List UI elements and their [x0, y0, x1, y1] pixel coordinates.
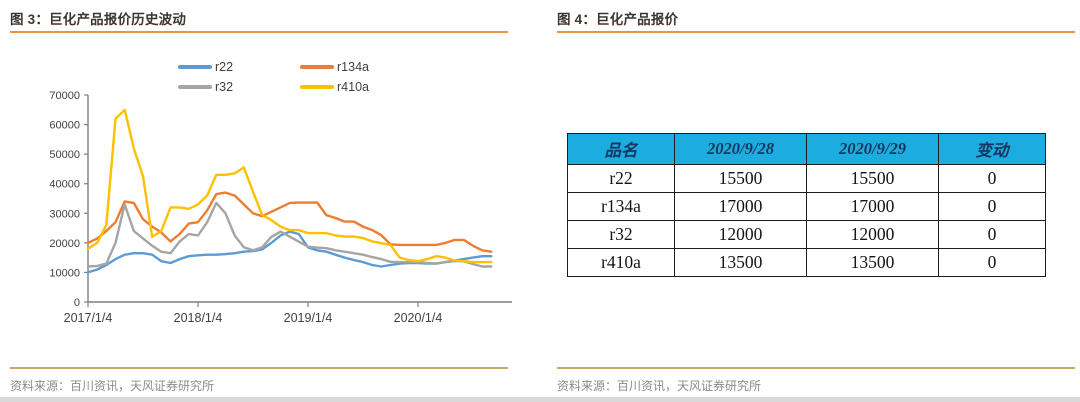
figure4-title: 图 4：巨化产品报价: [557, 12, 679, 27]
cell-product: r32: [567, 220, 675, 249]
cell-price-929: 17000: [806, 192, 939, 221]
legend-item-r32: r32: [178, 79, 300, 94]
cell-product: r134a: [567, 192, 675, 221]
svg-text:2020/1/4: 2020/1/4: [394, 311, 443, 325]
price-table: 品名 2020/9/28 2020/9/29 变动 r22 15500 1550…: [567, 133, 1046, 277]
table-row-r410a: r410a 13500 13500 0: [567, 248, 1046, 277]
svg-text:10000: 10000: [49, 267, 80, 279]
table-row-r22: r22 15500 15500 0: [567, 164, 1046, 193]
legend-swatch-r22: [178, 64, 212, 69]
cell-price-928: 13500: [674, 248, 807, 277]
header-change: 变动: [938, 133, 1046, 165]
cell-product: r410a: [567, 248, 675, 277]
svg-text:20000: 20000: [49, 238, 80, 250]
svg-text:30000: 30000: [49, 208, 80, 220]
figure3-title: 图 3：巨化产品报价历史波动: [10, 12, 187, 27]
figure3-source: 资料来源：百川资讯，天风证券研究所: [10, 379, 215, 393]
cell-product: r22: [567, 164, 675, 193]
legend-swatch-r410a: [300, 84, 334, 89]
svg-text:2018/1/4: 2018/1/4: [174, 311, 223, 325]
cell-change: 0: [938, 192, 1046, 221]
legend-label-r22: r22: [215, 59, 234, 74]
cell-price-928: 15500: [674, 164, 807, 193]
legend-swatch-r32: [178, 84, 212, 89]
price-history-chart: 0 10000 20000 30000 40000 50000 60000 70000 2017…: [0, 88, 530, 338]
svg-text:50000: 50000: [49, 149, 80, 161]
cell-price-929: 15500: [806, 164, 939, 193]
chart-legend: r22 r134a r32 r410a: [178, 59, 369, 94]
legend-item-r134a: r134a: [300, 59, 369, 74]
legend-label-r32: r32: [215, 79, 234, 94]
legend-swatch-r134a: [300, 64, 334, 69]
header-date-2: 2020/9/29: [806, 133, 939, 165]
svg-text:0: 0: [74, 297, 80, 309]
header-product-name: 品名: [567, 133, 675, 165]
svg-text:70000: 70000: [49, 90, 80, 102]
cell-price-928: 17000: [674, 192, 807, 221]
legend-item-r410a: r410a: [300, 79, 369, 94]
figure3-source-rule: [10, 367, 508, 369]
cell-change: 0: [938, 220, 1046, 249]
table-row-r134a: r134a 17000 17000 0: [567, 192, 1046, 221]
bottom-divider: [0, 397, 1080, 402]
cell-price-929: 12000: [806, 220, 939, 249]
header-date-1: 2020/9/28: [674, 133, 807, 165]
cell-change: 0: [938, 164, 1046, 193]
svg-text:40000: 40000: [49, 179, 80, 191]
svg-text:60000: 60000: [49, 120, 80, 132]
price-history-chart-svg: 0 10000 20000 30000 40000 50000 60000 70000 2017…: [49, 90, 512, 325]
figure4-source: 资料来源：百川资讯，天风证券研究所: [557, 379, 762, 393]
cell-price-928: 12000: [674, 220, 807, 249]
cell-change: 0: [938, 248, 1046, 277]
legend-label-r134a: r134a: [337, 59, 369, 74]
table-header-row: 品名 2020/9/28 2020/9/29 变动: [567, 133, 1046, 165]
cell-price-929: 13500: [806, 248, 939, 277]
legend-item-r22: r22: [178, 59, 300, 74]
figure4-title-rule: [557, 31, 1075, 33]
figure4-source-rule: [557, 367, 1075, 369]
table-row-r32: r32 12000 12000 0: [567, 220, 1046, 249]
figure3-title-rule: [10, 31, 508, 33]
legend-label-r410a: r410a: [337, 79, 369, 94]
svg-text:2019/1/4: 2019/1/4: [284, 311, 333, 325]
svg-text:2017/1/4: 2017/1/4: [64, 311, 113, 325]
